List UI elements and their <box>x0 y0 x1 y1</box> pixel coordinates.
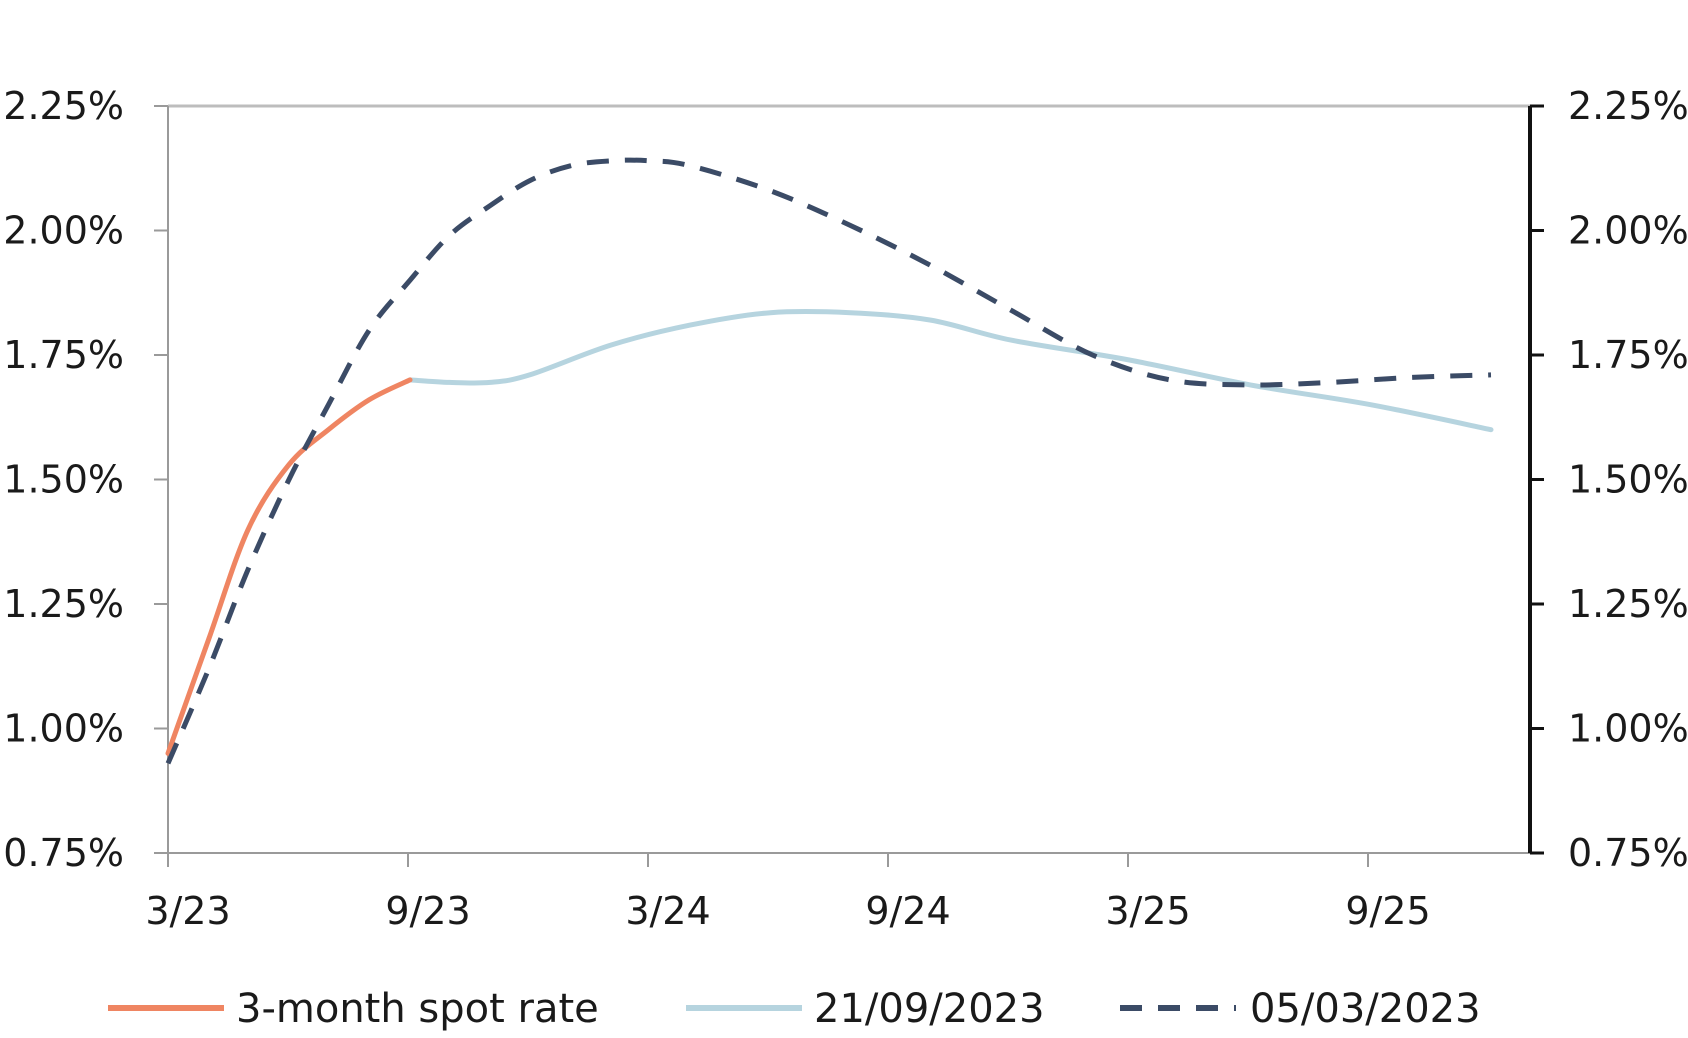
y-tick-label-left: 2.00% <box>3 209 124 253</box>
series-line-1 <box>165 377 413 756</box>
y-tick-label-right: 2.25% <box>1568 84 1688 128</box>
series-layer <box>165 157 1494 765</box>
x-tick-label: 3/24 <box>625 889 710 933</box>
y-tick-label-right: 2.00% <box>1568 209 1688 253</box>
y-tick-label-right: 1.00% <box>1568 707 1688 751</box>
legend-label-3: 05/03/2023 <box>1250 986 1481 1032</box>
x-tick-label: 3/25 <box>1105 889 1190 933</box>
y-tick-label-right: 1.25% <box>1568 582 1688 626</box>
series-line-3 <box>165 157 1492 765</box>
x-axis: 3/23 9/23 3/24 9/24 3/25 9/25 <box>145 853 1431 933</box>
x-tick-label: 9/25 <box>1345 889 1430 933</box>
y-tick-label-left: 2.25% <box>3 84 124 128</box>
x-tick-label: 3/23 <box>145 889 230 933</box>
right-y-axis: 0.75% 1.00% 1.25% 1.50% 1.75% 2.00% 2.25% <box>1530 84 1688 875</box>
y-tick-label-right: 1.75% <box>1568 333 1688 377</box>
y-tick-label-left: 1.50% <box>3 458 124 502</box>
y-tick-label-right: 0.75% <box>1568 831 1688 875</box>
y-tick-label-left: 1.75% <box>3 333 124 377</box>
left-y-axis: 0.75% 1.00% 1.25% 1.50% 1.75% 2.00% 2.25% <box>3 84 168 875</box>
y-tick-label-left: 1.25% <box>3 582 124 626</box>
plot-frame <box>155 104 1542 854</box>
y-tick-label-right: 1.50% <box>1568 458 1688 502</box>
legend-label-2: 21/09/2023 <box>814 986 1045 1032</box>
legend-label-1: 3-month spot rate <box>236 986 599 1032</box>
x-tick-label: 9/23 <box>385 889 470 933</box>
y-tick-label-left: 0.75% <box>3 831 124 875</box>
x-tick-label: 9/24 <box>865 889 950 933</box>
series-line-2 <box>407 308 1494 433</box>
y-tick-label-left: 1.00% <box>3 707 124 751</box>
legend: 3-month spot rate 21/09/2023 05/03/2023 <box>108 986 1481 1032</box>
